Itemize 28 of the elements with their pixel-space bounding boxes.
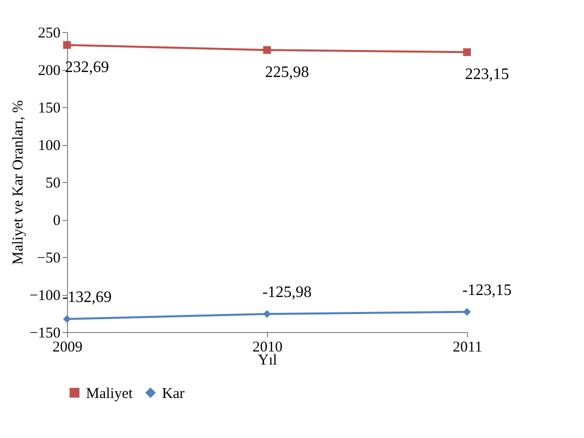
legend-label: Maliyet — [86, 386, 134, 402]
y-tick-label: 0 — [53, 213, 60, 229]
legend-label: Kar — [162, 386, 184, 402]
x-tick-label: 2009 — [52, 340, 82, 356]
y-tick-label: 200 — [38, 63, 60, 79]
y-tick-label: 100 — [38, 138, 60, 154]
point — [263, 310, 271, 318]
data-label: 223,15 — [465, 66, 509, 84]
x-axis-title: Yıl — [258, 352, 278, 368]
y-tick-label: −150 — [30, 326, 60, 342]
point — [463, 308, 471, 316]
data-label: 232,69 — [65, 58, 109, 76]
data-label: 225,98 — [265, 64, 309, 82]
x-tick-label: 2010 — [252, 340, 282, 356]
y-tick-label: −100 — [30, 288, 60, 304]
data-label: -132,69 — [62, 289, 112, 306]
point — [63, 41, 71, 49]
y-tick-label: 50 — [46, 176, 60, 192]
data-label: -125,98 — [262, 284, 312, 301]
point — [63, 315, 71, 323]
y-tick-label: 250 — [38, 26, 60, 42]
x-tick-label: 2011 — [452, 340, 482, 356]
y-axis-title: Maliyet ve Kar Oranları, % — [10, 100, 27, 265]
y-tick-label: 150 — [38, 100, 60, 116]
point — [463, 48, 471, 56]
y-tick-label: −50 — [37, 250, 60, 266]
data-label: -123,15 — [462, 282, 512, 299]
point — [263, 46, 271, 54]
